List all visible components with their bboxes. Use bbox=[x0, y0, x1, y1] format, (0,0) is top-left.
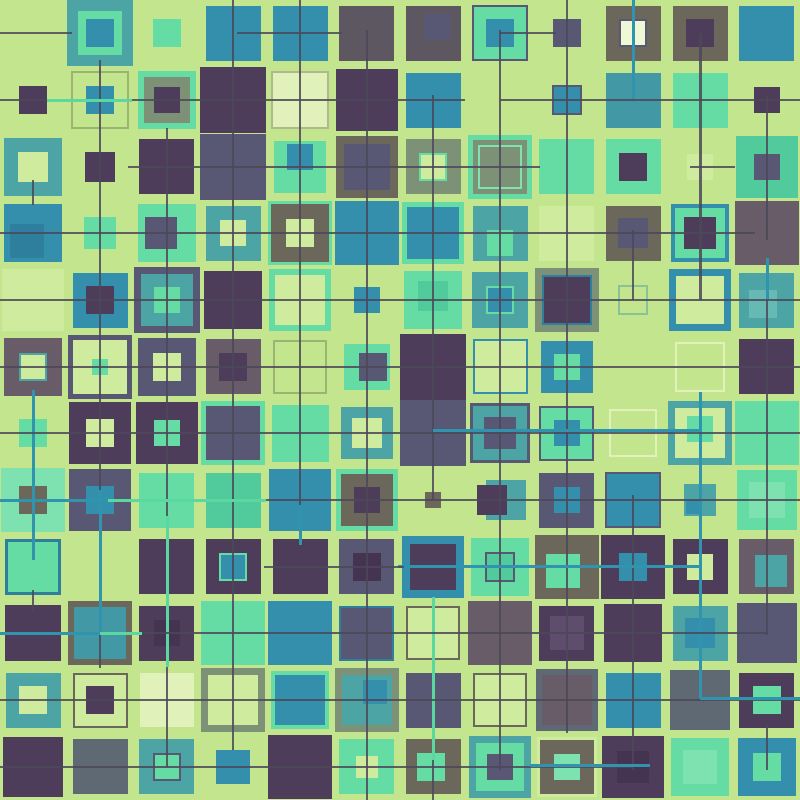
grid-line bbox=[0, 99, 465, 101]
grid-line bbox=[0, 299, 800, 301]
grid-line bbox=[32, 590, 34, 612]
grid-line bbox=[165, 516, 169, 667]
grid-line bbox=[366, 30, 368, 800]
grid-line bbox=[128, 166, 540, 168]
art-square bbox=[152, 19, 181, 48]
art-square bbox=[686, 500, 700, 514]
grid-line bbox=[499, 30, 501, 770]
art-square bbox=[424, 14, 451, 41]
grid-line bbox=[142, 632, 767, 634]
grid-line bbox=[433, 428, 700, 432]
grid-line bbox=[98, 490, 102, 633]
art-square bbox=[619, 152, 648, 181]
grid-line bbox=[631, 0, 635, 102]
grid-line bbox=[166, 128, 168, 767]
art-square bbox=[748, 290, 777, 318]
grid-line bbox=[765, 258, 769, 300]
grid-line bbox=[698, 392, 702, 698]
grid-line bbox=[766, 725, 768, 770]
art-square bbox=[10, 224, 45, 259]
art-square bbox=[683, 749, 717, 784]
grid-line bbox=[690, 166, 735, 168]
grid-line bbox=[700, 696, 800, 700]
grid-line bbox=[299, 0, 301, 505]
grid-line bbox=[766, 95, 768, 240]
grid-line bbox=[237, 32, 342, 34]
grid-line bbox=[0, 32, 72, 34]
grid-line bbox=[99, 60, 101, 490]
grid-line bbox=[264, 566, 404, 568]
grid-line bbox=[500, 32, 556, 34]
grid-line bbox=[0, 232, 755, 234]
grid-line bbox=[530, 763, 650, 767]
art-square bbox=[18, 151, 49, 182]
grid-line bbox=[0, 432, 800, 434]
grid-line bbox=[766, 300, 768, 635]
grid-line bbox=[0, 498, 112, 502]
grid-line bbox=[398, 564, 700, 568]
grid-line bbox=[266, 499, 800, 501]
art-square bbox=[86, 19, 114, 48]
grid-line bbox=[632, 230, 634, 300]
grid-line bbox=[0, 366, 800, 368]
grid-line bbox=[31, 390, 35, 560]
grid-line bbox=[99, 633, 101, 668]
art-square bbox=[754, 554, 787, 587]
grid-line bbox=[0, 766, 633, 768]
grid-line bbox=[232, 0, 234, 750]
art-square bbox=[739, 5, 795, 61]
grid-line bbox=[431, 597, 435, 760]
grid-line bbox=[432, 95, 434, 500]
grid-line bbox=[108, 498, 266, 502]
art-square bbox=[545, 553, 580, 588]
grid-line bbox=[432, 760, 434, 800]
grid-line bbox=[0, 631, 100, 635]
grid-line bbox=[500, 99, 800, 101]
grid-line bbox=[298, 505, 302, 545]
grid-line bbox=[100, 631, 142, 635]
grid-line bbox=[47, 98, 132, 102]
grid-line bbox=[32, 180, 34, 205]
grid-line bbox=[0, 699, 800, 701]
